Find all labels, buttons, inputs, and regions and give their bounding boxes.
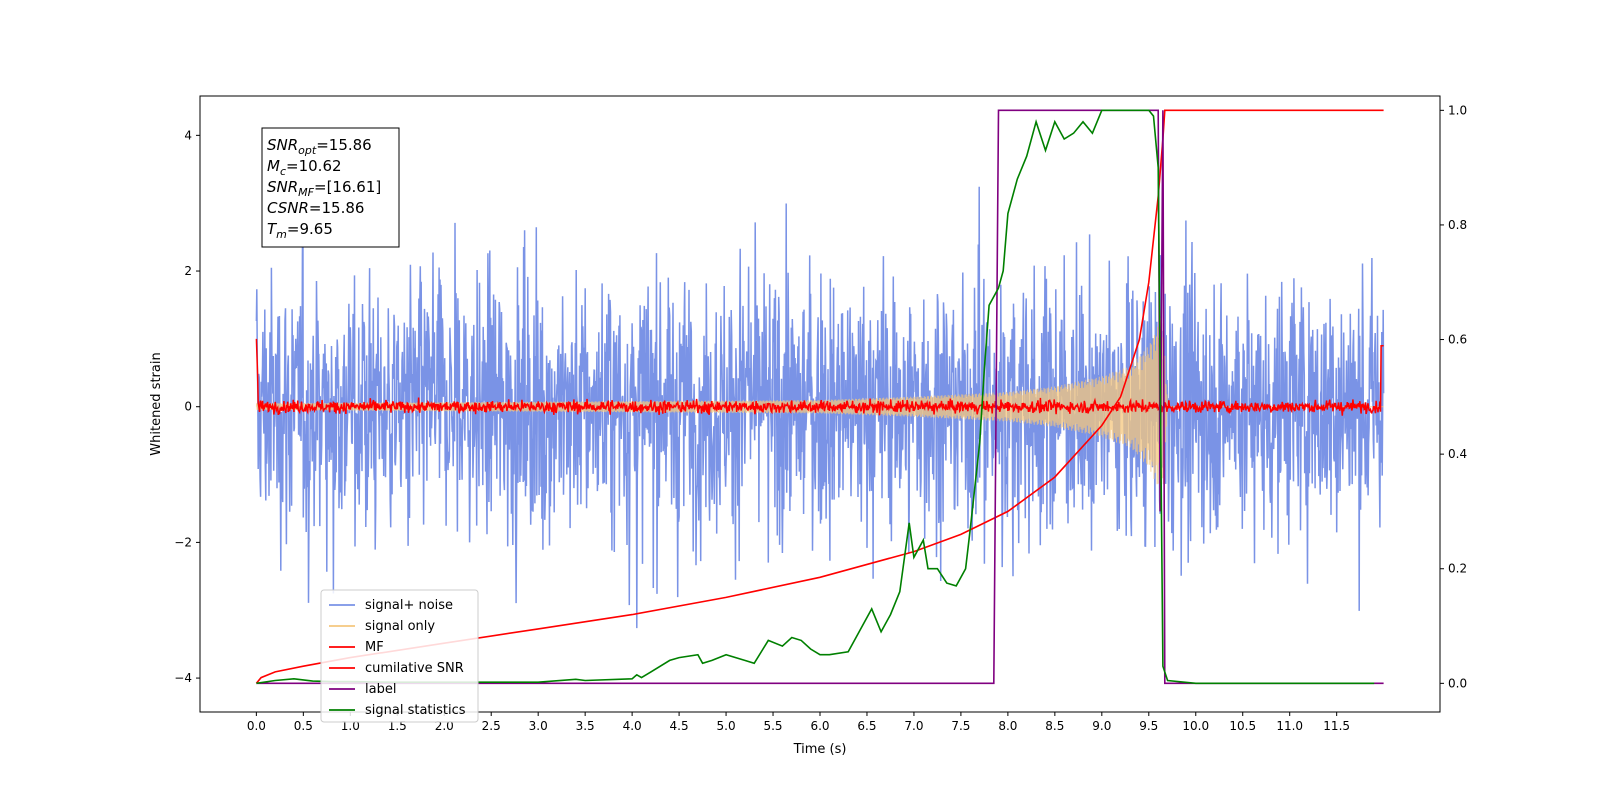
legend-label: signal+ noise — [365, 598, 453, 613]
x-tick-label: 3.0 — [529, 719, 548, 733]
stats-line: SNRMF=[16.61] — [267, 178, 381, 199]
y-axis-left: −4 −2 0 2 4 — [174, 128, 200, 685]
y-tick-label: 0 — [184, 400, 192, 414]
series-mf-line — [255, 338, 1384, 416]
y2-tick-label: 0.8 — [1448, 218, 1467, 232]
x-tick-label: 9.5 — [1139, 719, 1158, 733]
x-tick-label: 6.0 — [810, 719, 829, 733]
y2-tick-label: 0.4 — [1448, 447, 1467, 461]
y2-tick-label: 0.6 — [1448, 333, 1467, 347]
legend-label: cumilative SNR — [365, 661, 464, 676]
x-tick-label: 2.5 — [482, 719, 501, 733]
x-tick-label: 11.0 — [1276, 719, 1303, 733]
y-axis-right: 0.0 0.2 0.4 0.6 0.8 1.0 — [1440, 103, 1467, 690]
x-tick-label: 7.5 — [951, 719, 970, 733]
stats-annotation-box: SNRopt=15.86Mc=10.62SNRMF=[16.61]CSNR=15… — [261, 127, 400, 248]
x-tick-label: 9.0 — [1092, 719, 1111, 733]
y2-tick-label: 0.0 — [1448, 676, 1467, 690]
x-tick-label: 3.5 — [576, 719, 595, 733]
x-tick-label: 11.5 — [1323, 719, 1350, 733]
x-axis-label: Time (s) — [793, 742, 847, 757]
x-tick-label: 0.5 — [294, 719, 313, 733]
x-tick-label: 4.5 — [670, 719, 689, 733]
x-tick-label: 7.0 — [904, 719, 923, 733]
stats-line: Tm=9.65 — [267, 220, 333, 241]
series-signal-statistics-line — [256, 109, 1375, 685]
y-axis-label: Whitened strain — [149, 352, 164, 455]
y-tick-label: 4 — [184, 128, 192, 142]
stats-line: Mc=10.62 — [267, 157, 342, 178]
x-tick-label: 5.5 — [763, 719, 782, 733]
stats-box-frame — [261, 127, 400, 248]
y-tick-label: 2 — [184, 264, 192, 278]
legend-frame — [320, 589, 479, 723]
legend: signal+ noise signal only MF cumilative SNR… — [320, 589, 479, 723]
legend-label: label — [365, 682, 396, 697]
stats-line: SNRopt=15.86 — [267, 136, 372, 157]
y-tick-label: −2 — [174, 535, 192, 549]
legend-label: MF — [365, 640, 384, 655]
x-tick-label: 8.5 — [1045, 719, 1064, 733]
x-tick-label: 10.5 — [1229, 719, 1256, 733]
series-signal-noise-line — [255, 186, 1385, 629]
x-tick-label: 8.0 — [998, 719, 1017, 733]
y-tick-label: −4 — [174, 671, 192, 685]
y2-tick-label: 1.0 — [1448, 103, 1467, 117]
x-tick-label: 10.0 — [1182, 719, 1209, 733]
y2-tick-label: 0.2 — [1448, 562, 1467, 576]
x-tick-label: 0.0 — [247, 719, 266, 733]
x-tick-label: 5.0 — [717, 719, 736, 733]
legend-label: signal statistics — [365, 703, 466, 718]
legend-label: signal only — [365, 619, 435, 634]
stats-line: CSNR=15.86 — [267, 199, 364, 217]
x-tick-label: 4.0 — [623, 719, 642, 733]
x-tick-label: 6.5 — [857, 719, 876, 733]
